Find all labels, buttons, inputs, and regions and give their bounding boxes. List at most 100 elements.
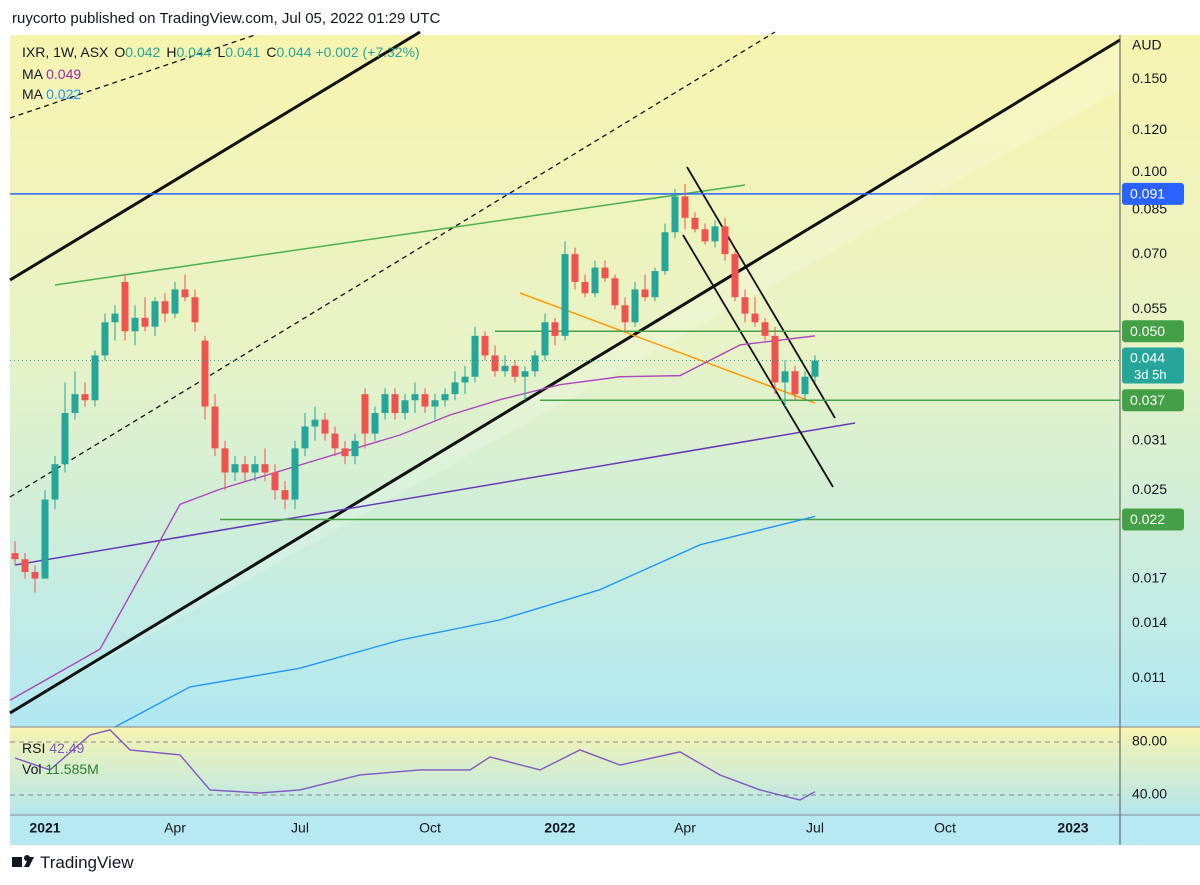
candle-body [201, 340, 209, 407]
candle-body [111, 313, 119, 323]
candle-body [371, 413, 379, 434]
trend-line [519, 292, 816, 404]
x-tick-label: Jul [806, 820, 824, 836]
vol-name: Vol [22, 761, 42, 777]
symbol: IXR, 1W, ASX [22, 44, 109, 60]
ohlc-value: 0.041 [225, 44, 261, 60]
ma-legend: MA 0.049 [22, 66, 81, 82]
candle-body [471, 335, 479, 377]
x-tick-label: 2022 [544, 820, 575, 836]
candle-body [21, 559, 29, 572]
candle-body [251, 464, 259, 473]
candle-body [481, 335, 489, 356]
byline: ruycorto published on TradingView.com, J… [12, 10, 441, 27]
price-label: 0.022 [1130, 511, 1165, 527]
candle-body [401, 400, 409, 414]
currency: AUD [1132, 37, 1162, 53]
candle-body [531, 355, 539, 372]
candle-body [351, 440, 359, 457]
rsi-tick-label: 40.00 [1132, 786, 1167, 802]
candle-body [101, 322, 109, 356]
plot [9, 184, 1120, 801]
y-tick-label: 0.150 [1132, 70, 1167, 86]
last-price-label: 0.044 [1130, 349, 1165, 365]
candle-body [281, 490, 289, 500]
candle-body [91, 355, 99, 401]
candle-body [451, 382, 459, 395]
candle-body [121, 281, 129, 332]
x-tick-label: 2021 [29, 820, 60, 836]
vol-legend: Vol 11.585M [22, 761, 99, 777]
ohlc: O0.042 H0.044 L0.041 C0.044 [108, 44, 311, 60]
candle-body [191, 297, 199, 323]
price-label-box [1122, 182, 1184, 205]
symbol-legend: IXR, 1W, ASX O0.042 H0.044 L0.041 C0.044 +0.… [22, 44, 420, 60]
candle-body [501, 365, 509, 372]
candle-body [131, 317, 139, 332]
price-label: 0.091 [1130, 186, 1165, 202]
x-tick-label: Jul [291, 820, 309, 836]
y-tick-label: 0.055 [1132, 300, 1167, 316]
ohlc-label: H [166, 44, 177, 60]
price-label-box [1122, 389, 1184, 412]
x-tick-label: Apr [674, 820, 696, 836]
trend-line [9, 30, 421, 282]
candle-body [231, 464, 239, 473]
moving-average [114, 515, 816, 728]
candle-body [311, 419, 319, 427]
rsi-pane [10, 727, 1200, 815]
candle-body [611, 278, 619, 306]
vol-value: 11.585M [45, 761, 99, 777]
candle-body [791, 371, 799, 395]
y-tick-label: 0.011 [1132, 669, 1166, 685]
ohlc-value: 0.044 [276, 44, 312, 60]
candle-body [681, 196, 689, 218]
price-label-box [1122, 508, 1184, 531]
candle-body [671, 196, 679, 233]
candle-body [171, 289, 179, 314]
candle-body [321, 419, 329, 434]
time-axis [10, 815, 1200, 845]
candle-body [721, 226, 729, 255]
candle-body [421, 394, 429, 407]
price-label: 0.050 [1130, 323, 1165, 339]
y-tick-label: 0.025 [1132, 481, 1167, 497]
candle-body [211, 406, 219, 449]
candle-body [431, 400, 439, 407]
candle-body [491, 355, 499, 372]
candle-body [291, 448, 299, 500]
candle-body [441, 394, 449, 401]
candle-body [151, 301, 159, 327]
drawings [9, 30, 1121, 715]
channel-line [686, 166, 836, 419]
ma-value: 0.049 [46, 66, 82, 82]
candle-body [691, 217, 699, 230]
candle-body [521, 371, 529, 377]
candle-body [601, 267, 609, 279]
candle-body [271, 472, 279, 491]
countdown: 3d 5h [1134, 367, 1167, 382]
rsi-tick-label: 80.00 [1132, 733, 1167, 749]
candle-body [571, 254, 579, 282]
candle-body [741, 297, 749, 314]
candle-body [31, 571, 39, 579]
candle-body [811, 360, 819, 377]
candle-body [591, 267, 599, 294]
candle-body [631, 289, 639, 323]
ma-value: 0.022 [46, 86, 82, 102]
candle-body [541, 322, 549, 356]
candle-body [361, 394, 369, 434]
rsi-value: 42.49 [49, 740, 85, 756]
brand: TradingView [40, 853, 134, 872]
ohlc-label: O [114, 44, 126, 60]
rsi-line [14, 729, 816, 801]
trend-line [54, 184, 746, 286]
candle-body [51, 464, 59, 500]
candle-body [261, 464, 269, 473]
ma-name: MA [22, 86, 43, 102]
y-tick-label: 0.031 [1132, 432, 1167, 448]
trend-line [9, 38, 1121, 715]
candle-body [41, 499, 49, 579]
rsi-name: RSI [22, 740, 46, 756]
